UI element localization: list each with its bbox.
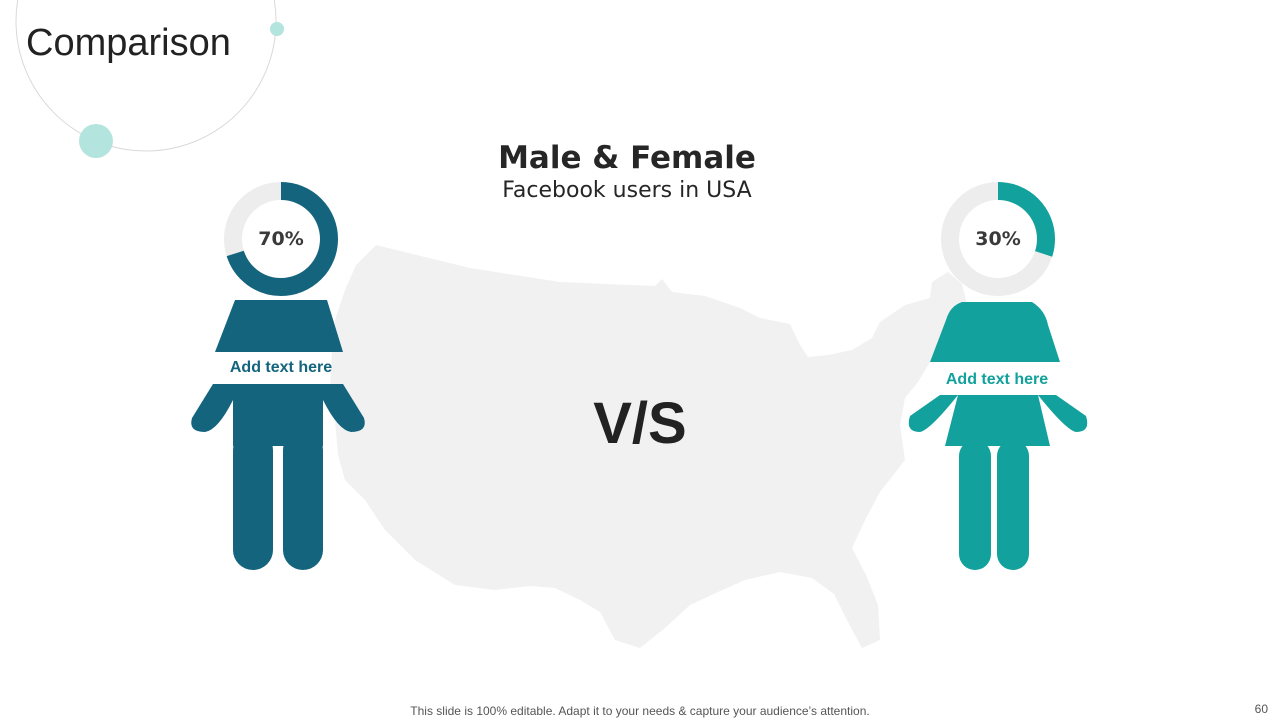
- female-text-placeholder[interactable]: Add text here: [945, 371, 1049, 388]
- outline-circle: [15, 0, 277, 152]
- decorative-circles: [15, 0, 284, 158]
- footer-note: This slide is 100% editable. Adapt it to…: [410, 704, 870, 718]
- female-ring-fill: [941, 182, 1055, 296]
- female-body: [908, 302, 1088, 570]
- male-text-placeholder[interactable]: Add text here: [229, 359, 333, 376]
- medium-dot: [79, 124, 113, 158]
- male-body: [191, 300, 365, 570]
- versus-label: V/S: [593, 391, 687, 456]
- map-shape: [330, 245, 968, 648]
- page-number: 60: [1254, 702, 1268, 716]
- male-percentage: 70%: [258, 228, 304, 250]
- male-ring-fill: [224, 182, 338, 296]
- female-percentage: 30%: [975, 228, 1021, 250]
- small-dot: [270, 22, 284, 36]
- chart-subheading: Facebook users in USA: [502, 178, 752, 203]
- slide-title: Comparison: [26, 22, 231, 64]
- chart-heading: Male & Female: [498, 140, 756, 176]
